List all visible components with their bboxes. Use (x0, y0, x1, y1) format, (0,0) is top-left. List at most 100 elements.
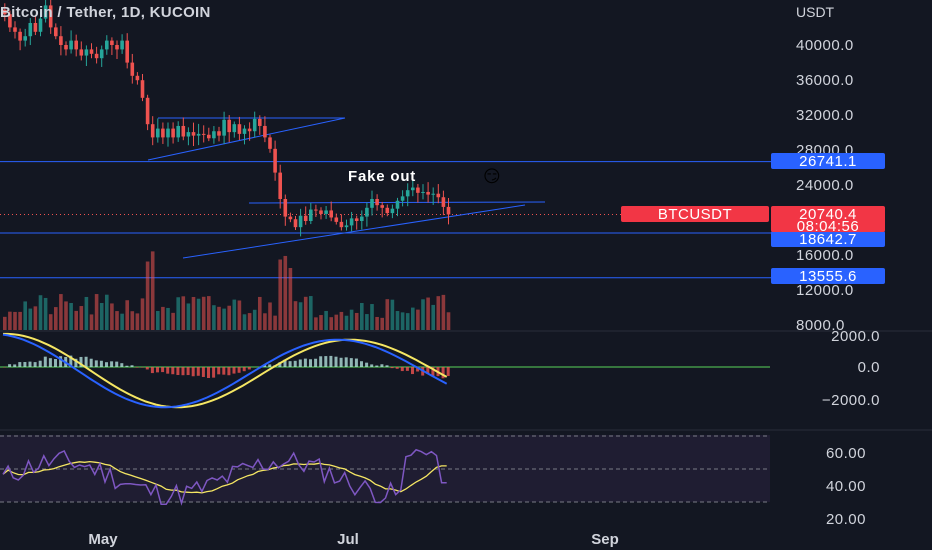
candle-body (176, 125, 180, 138)
candle-body (3, 9, 7, 15)
volume-bar (273, 315, 277, 330)
macd-tick-label: −2000.0 (822, 392, 880, 409)
candle-body (94, 53, 99, 59)
volume-bar (349, 309, 354, 330)
candle-body (207, 134, 211, 139)
candle-body (405, 190, 410, 197)
candle-body (365, 207, 369, 217)
candle-body (145, 97, 150, 125)
candle-body (258, 118, 262, 126)
current-price-value: 20740.4 (799, 206, 857, 223)
macd-histogram-bar (237, 367, 241, 373)
volume-bar (161, 306, 165, 330)
smirk-emoji-icon: 😏 (483, 167, 501, 187)
volume-bar (28, 308, 33, 330)
macd-histogram-bar (176, 367, 180, 376)
volume-bar (23, 301, 27, 330)
candle-body (441, 197, 446, 207)
trend-line (147, 117, 346, 161)
symbol-tag-badge (621, 206, 769, 222)
candle-body (247, 128, 252, 132)
candle-body (181, 125, 186, 137)
macd-histogram-bar (217, 367, 221, 375)
candle-body (222, 119, 226, 136)
macd-histogram-bar (365, 362, 369, 367)
candle-body (288, 216, 293, 220)
candle-body (186, 132, 191, 137)
price-tick-label: 8000.0 (796, 317, 845, 334)
candle-body (79, 49, 84, 56)
macd-histogram-bar (13, 364, 17, 367)
volume-bar (84, 296, 89, 330)
candle-body (446, 206, 451, 215)
volume-bar (94, 294, 99, 330)
candle-body (156, 128, 160, 138)
candle-body (334, 217, 339, 222)
candle-body (54, 27, 58, 37)
macd-histogram-bar (79, 356, 83, 367)
macd-histogram-bar (130, 365, 134, 367)
candle-body (370, 199, 374, 208)
fake-out-annotation: Fake out (348, 168, 416, 185)
candle-body (115, 45, 119, 50)
macd-histogram-bar (232, 367, 236, 374)
volume-bar (411, 307, 415, 330)
macd-histogram-bar (446, 367, 450, 377)
volume-bar (375, 316, 379, 330)
candle-body (48, 5, 53, 28)
volume-bar (145, 261, 150, 330)
candle-body (150, 124, 155, 138)
price-tick-label: 16000.0 (796, 247, 854, 264)
candle-body (125, 40, 129, 63)
macd-histogram-bar (171, 367, 175, 375)
volume-bar (110, 303, 114, 330)
macd-histogram-bar (166, 367, 170, 374)
macd-histogram-bar (349, 358, 353, 367)
macd-histogram-bar (334, 356, 338, 367)
macd-tick-label: 2000.0 (831, 328, 880, 345)
macd-histogram-bar (99, 360, 103, 367)
candle-body (390, 208, 395, 214)
candle-body (349, 218, 354, 226)
macd-histogram-bar (212, 367, 216, 378)
volume-bar (130, 311, 135, 330)
volume-bar (196, 298, 201, 330)
candle-body (28, 23, 33, 37)
time-tick-label: Sep (591, 531, 619, 548)
volume-bar (186, 303, 191, 330)
volume-bar (105, 294, 109, 330)
volume-bar (283, 255, 288, 330)
macd-histogram-bar (186, 367, 190, 376)
volume-bar (354, 312, 359, 330)
candle-body (23, 36, 27, 41)
volume-bar (314, 317, 318, 330)
macd-histogram-bar (370, 364, 374, 367)
macd-tick-label: 0.0 (858, 359, 880, 376)
volume-bar (426, 297, 430, 330)
volume-bar (293, 301, 298, 330)
volume-bar (324, 310, 328, 330)
candle-body (38, 18, 43, 32)
price-unit: USDT (796, 4, 835, 20)
macd-histogram-bar (94, 360, 98, 367)
macd-histogram-bar (115, 361, 119, 367)
candle-body (293, 219, 298, 228)
macd-histogram-bar (395, 367, 399, 369)
volume-bar (247, 313, 252, 330)
macd-histogram-bar (28, 361, 32, 367)
volume-bar (38, 295, 43, 330)
candle-body (395, 200, 400, 209)
macd-histogram-bar (242, 367, 246, 372)
volume-bar (79, 306, 84, 330)
macd-histogram-bar (380, 364, 384, 367)
price-tick-label: 36000.0 (796, 72, 854, 89)
volume-bar (120, 313, 124, 330)
candle-body (431, 193, 435, 195)
volume-bar (421, 299, 425, 330)
volume-bar (207, 296, 211, 330)
candle-body (242, 128, 247, 134)
candle-body (99, 49, 104, 59)
volume-bar (43, 297, 48, 330)
macd-histogram-bar (43, 356, 47, 367)
